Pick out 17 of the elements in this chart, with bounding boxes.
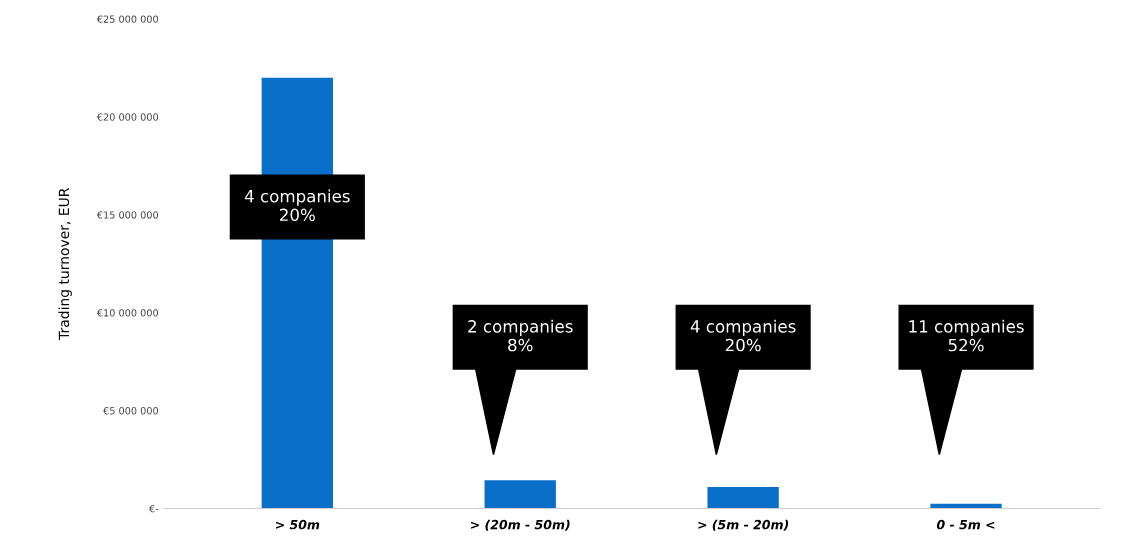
y-tick-label: €25 000 000 <box>96 15 159 23</box>
annotation: 4 companies 20% <box>690 319 796 352</box>
x-tick-label: > (5m - 20m) <box>698 519 789 531</box>
y-tick-label: €20 000 000 <box>96 113 159 121</box>
annotation: 2 companies 8% <box>468 319 573 352</box>
y-tick-label: €- <box>149 505 159 513</box>
x-tick-label: > (20m - 50m) <box>471 519 570 531</box>
y-tick-label: €15 000 000 <box>96 211 159 219</box>
annotation: 4 companies 20% <box>244 189 350 222</box>
bar <box>484 480 556 509</box>
y-tick-label: €5 000 000 <box>103 407 159 415</box>
bar <box>707 487 779 509</box>
y-tick-label: €10 000 000 <box>96 309 159 317</box>
annotation: 11 companies 52% <box>909 319 1024 352</box>
x-tick-label: 0 - 5m < <box>936 519 995 530</box>
x-tick-label: > 50m <box>276 519 320 530</box>
y-axis-title: Trading turnover, EUR <box>58 188 72 340</box>
